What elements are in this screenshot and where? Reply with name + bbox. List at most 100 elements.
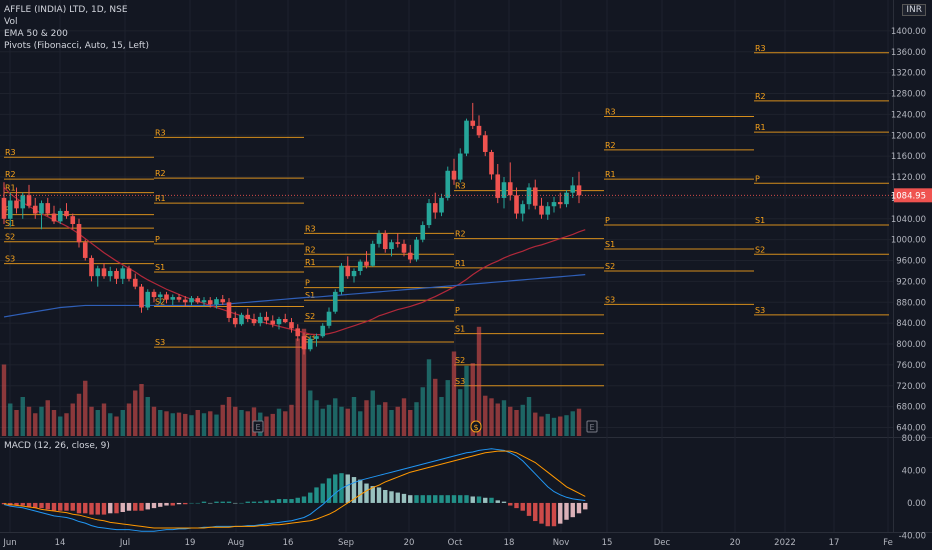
candle-body [507, 182, 513, 196]
x-tick-label: 15 [602, 538, 613, 548]
macd-histogram-bar [320, 483, 325, 503]
candle-body [282, 318, 288, 323]
event-marker [586, 420, 598, 433]
volume-bar [133, 390, 138, 436]
volume-bar [508, 406, 513, 436]
pivot-label: R3 [5, 148, 16, 157]
candle-body [357, 261, 363, 271]
event-marker [252, 420, 264, 433]
macd-histogram-bar [401, 493, 407, 503]
pivot-label: S2 [455, 356, 465, 365]
candle-body [195, 298, 201, 303]
candle-body [301, 336, 307, 350]
macd-histogram-bar [70, 502, 75, 511]
macd-histogram-bar [251, 501, 257, 503]
macd-histogram-bar [483, 497, 488, 503]
candle-body [564, 192, 569, 205]
candle-body [101, 268, 107, 277]
macd-histogram-bar [45, 502, 50, 510]
x-tick-label: Oct [448, 538, 463, 548]
pivot-label: S1 [305, 291, 315, 300]
y-tick-label: 640.00 [896, 424, 926, 434]
candle-body [495, 174, 501, 198]
macd-histogram-bar [451, 495, 457, 503]
volume-bar [239, 410, 244, 436]
candle-body [514, 195, 519, 214]
price-axis[interactable]: 1400.00 1360.00 1320.00 1280.00 1240.00 1200.… [891, 27, 932, 541]
volume-bar [64, 413, 69, 436]
macd-histogram-bar [539, 502, 544, 524]
candle-body [270, 320, 276, 325]
pivot-label: S2 [755, 245, 765, 254]
volume-bar [570, 411, 575, 436]
candle-body [145, 291, 151, 308]
candle-body [57, 210, 63, 222]
pivot-label: R3 [605, 107, 616, 116]
macd-histogram-bar [501, 501, 507, 503]
volume-bar [376, 404, 382, 436]
macd-histogram-bar [1, 502, 7, 505]
volume-bar [283, 411, 288, 436]
macd-histogram-bar [120, 502, 125, 512]
macd-histogram-bar [101, 502, 107, 515]
candle-body [189, 298, 194, 303]
candle-body [401, 243, 407, 253]
candle-body [39, 203, 44, 214]
volume-bar [89, 406, 94, 436]
candle-body [320, 325, 326, 337]
volume-bar [189, 415, 194, 436]
volume-bar [14, 410, 19, 436]
macd-histogram-bar [326, 478, 332, 503]
event-markers[interactable]: E $ E [252, 420, 598, 433]
y-tick-label: 800.00 [896, 340, 926, 350]
macd-histogram-bar [439, 495, 444, 503]
macd-pane [1, 448, 588, 532]
volume-bar [8, 403, 13, 436]
volume-bar [433, 378, 438, 436]
x-tick-label: Nov [553, 538, 570, 548]
pivot-label: S3 [455, 377, 465, 386]
macd-histogram-bar [389, 491, 394, 503]
macd-histogram-bar [470, 496, 475, 503]
candle-body [20, 195, 26, 209]
candle-body [295, 328, 301, 337]
volume-bar [370, 390, 375, 436]
y-tick-label: 680.00 [896, 403, 926, 413]
candle-body [539, 205, 544, 215]
macd-label[interactable]: MACD (12, 26, close, 9) [4, 441, 110, 451]
macd-histogram-bar [576, 502, 582, 514]
macd-histogram-bar [583, 502, 588, 510]
pivot-label: R1 [305, 258, 316, 267]
time-axis[interactable]: Jun 14 Jul 19 Aug 16 Sep 20 Oct 18 Nov 15 Dec 20 2022 1… [2, 538, 892, 548]
macd-histogram-bar [570, 502, 575, 518]
volume-bar [414, 402, 419, 436]
macd-histogram-bar [20, 502, 25, 506]
symbol-title[interactable]: AFFLE (INDIA) LTD, 1D, NSE [4, 5, 128, 15]
volume-bar [264, 416, 269, 436]
x-tick-label: Dec [654, 538, 671, 548]
candle-body [289, 322, 294, 329]
macd-histogram-bar [201, 501, 207, 503]
candle-body [332, 291, 338, 312]
volume-bar [20, 397, 25, 436]
volume-bar [551, 417, 557, 436]
volume-bar [451, 351, 457, 436]
currency-badge[interactable]: INR [902, 4, 926, 16]
candle-body [489, 151, 494, 175]
candle-body [139, 286, 144, 308]
candle-body [107, 270, 113, 277]
volume-bar [1, 364, 7, 436]
volume-bar [183, 413, 188, 436]
candle-body [407, 252, 413, 260]
macd-histogram-bar [458, 495, 463, 503]
volume-bar [233, 406, 238, 436]
pivots-indicator-label[interactable]: Pivots (Fibonacci, Auto, 15, Left) [4, 41, 149, 51]
candle-body [326, 311, 332, 326]
volume-bar [195, 410, 200, 436]
ema-indicator-label[interactable]: EMA 50 & 200 [4, 29, 68, 39]
volume-bar [220, 404, 225, 436]
volume-indicator-label[interactable]: Vol [4, 17, 18, 27]
candle-body [32, 205, 38, 214]
candle-body [382, 233, 388, 250]
